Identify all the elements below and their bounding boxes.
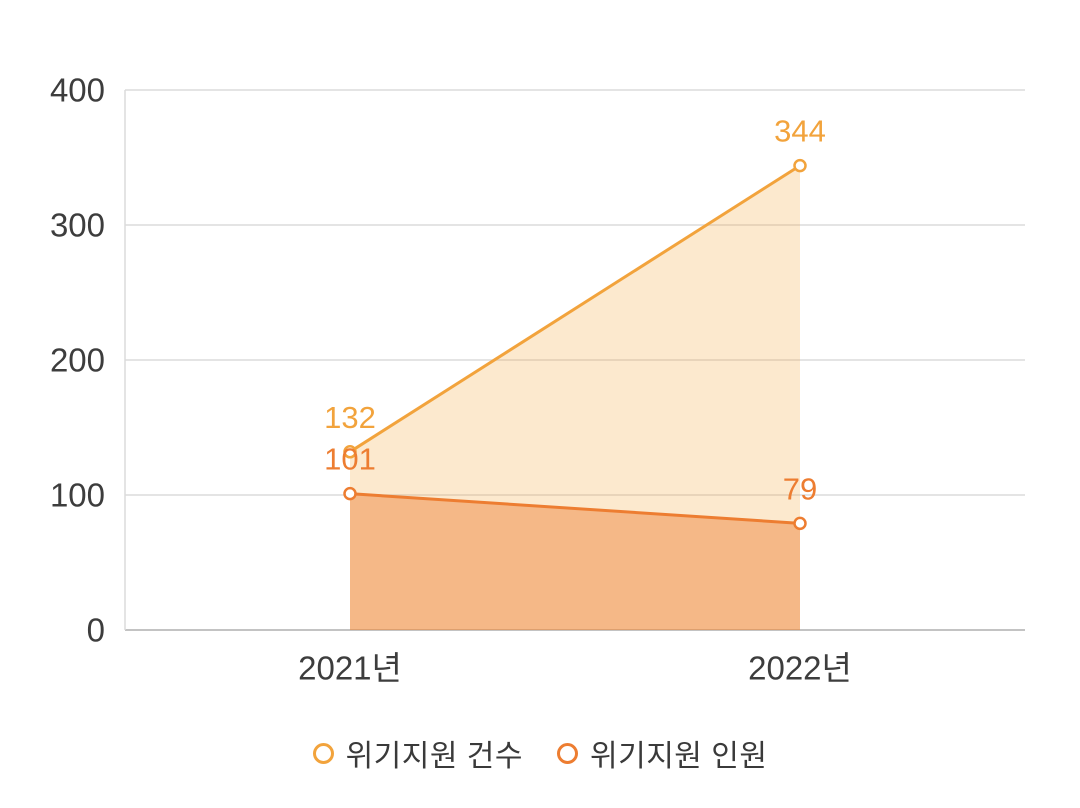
- legend-item-cases: 위기지원 건수: [312, 731, 523, 775]
- data-point-marker: [343, 486, 357, 501]
- legend-circle-icon: [312, 742, 334, 764]
- data-point-marker: [793, 158, 807, 173]
- series-area: [350, 493, 800, 630]
- legend-label-persons: 위기지원 인원: [590, 740, 768, 773]
- legend-label-cases: 위기지원 건수: [345, 740, 523, 773]
- y-tick-label: 400: [50, 72, 105, 109]
- data-label: 79: [783, 471, 817, 506]
- data-point-marker: [343, 445, 357, 459]
- y-tick-label: 200: [50, 342, 105, 379]
- data-label: 344: [774, 114, 826, 149]
- y-tick-label: 100: [50, 477, 105, 514]
- series-line: [349, 492, 801, 525]
- series-area: [350, 165, 800, 630]
- chart-legend: 위기지원 건수 위기지원 인원: [0, 731, 1080, 775]
- legend-circle-icon: [557, 742, 578, 764]
- y-tick-label: 0: [87, 612, 105, 649]
- data-label: 101: [324, 442, 376, 477]
- legend-item-persons: 위기지원 인원: [557, 731, 767, 775]
- data-label: 132: [324, 400, 376, 435]
- data-point-marker: [793, 516, 807, 531]
- series-line: [349, 164, 801, 454]
- x-axis-label: 2021년: [298, 650, 402, 687]
- y-tick-label: 300: [50, 207, 105, 244]
- x-axis-label: 2022년: [748, 650, 852, 687]
